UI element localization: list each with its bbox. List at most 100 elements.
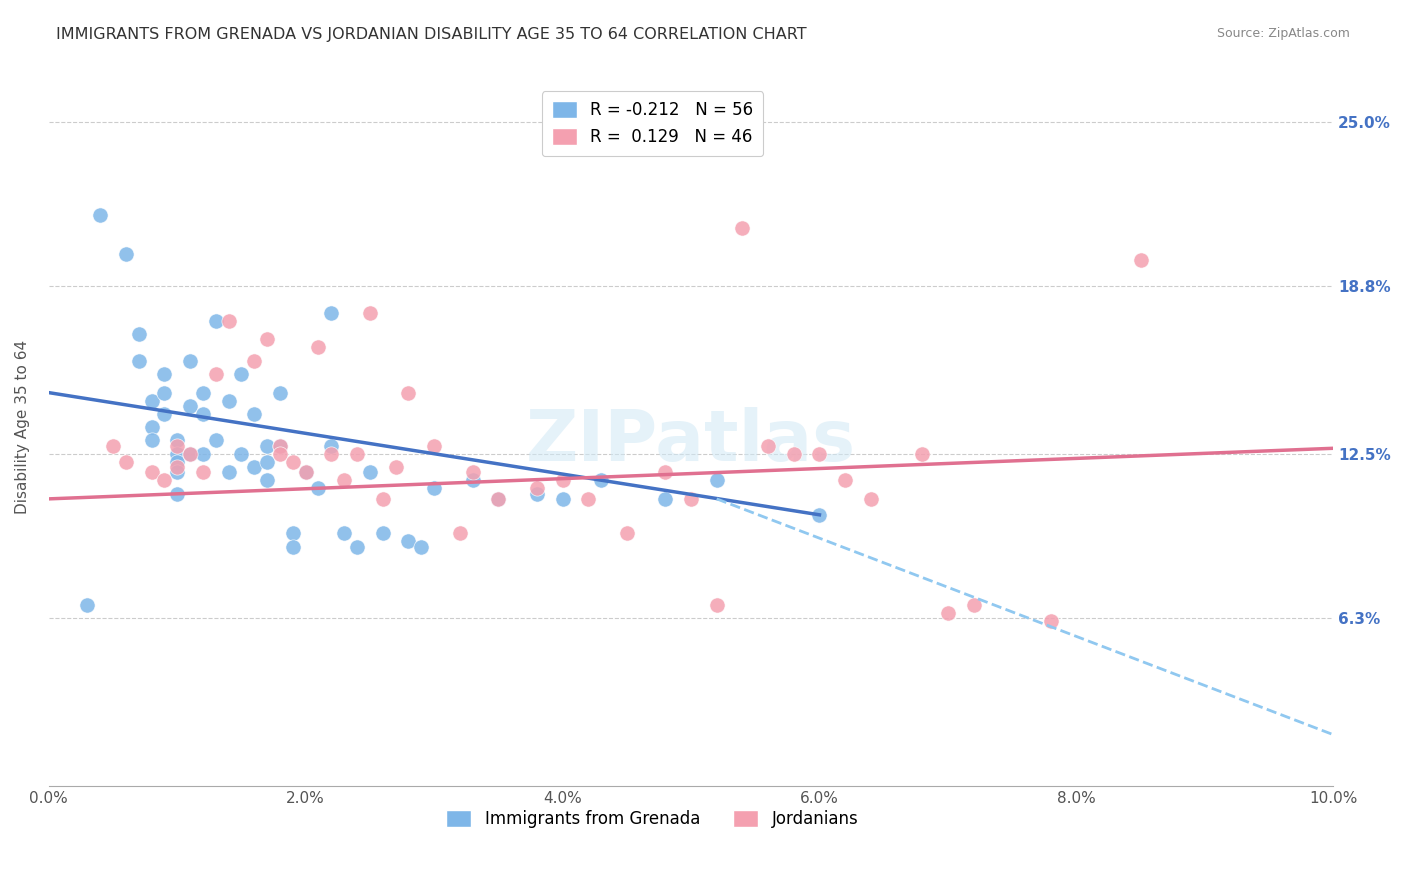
Point: [1129, 252, 1152, 267]
Point: [396, 534, 419, 549]
Point: [756, 439, 779, 453]
Point: [526, 481, 548, 495]
Point: [166, 434, 188, 448]
Point: [141, 434, 163, 448]
Point: [706, 598, 728, 612]
Point: [101, 439, 124, 453]
Text: ZIPatlas: ZIPatlas: [526, 407, 856, 476]
Point: [269, 447, 291, 461]
Point: [616, 526, 638, 541]
Point: [256, 473, 278, 487]
Point: [179, 399, 201, 413]
Point: [783, 447, 806, 461]
Point: [936, 606, 959, 620]
Point: [269, 385, 291, 400]
Point: [166, 466, 188, 480]
Point: [706, 473, 728, 487]
Point: [166, 447, 188, 461]
Point: [962, 598, 984, 612]
Point: [204, 314, 226, 328]
Point: [114, 455, 136, 469]
Point: [294, 466, 316, 480]
Point: [384, 460, 406, 475]
Point: [449, 526, 471, 541]
Point: [243, 460, 266, 475]
Point: [153, 473, 176, 487]
Point: [321, 306, 343, 320]
Point: [1039, 614, 1062, 628]
Point: [179, 353, 201, 368]
Point: [256, 439, 278, 453]
Point: [551, 491, 574, 506]
Point: [204, 434, 226, 448]
Point: [269, 439, 291, 453]
Point: [166, 486, 188, 500]
Point: [128, 327, 150, 342]
Point: [153, 367, 176, 381]
Point: [359, 306, 381, 320]
Point: [411, 540, 433, 554]
Point: [256, 455, 278, 469]
Point: [371, 526, 394, 541]
Point: [179, 447, 201, 461]
Point: [141, 466, 163, 480]
Point: [294, 466, 316, 480]
Point: [359, 466, 381, 480]
Point: [166, 455, 188, 469]
Point: [191, 407, 214, 421]
Point: [243, 407, 266, 421]
Point: [218, 466, 240, 480]
Point: [486, 491, 509, 506]
Point: [141, 420, 163, 434]
Point: [191, 466, 214, 480]
Point: [281, 526, 304, 541]
Point: [321, 439, 343, 453]
Point: [808, 447, 831, 461]
Point: [461, 466, 484, 480]
Point: [808, 508, 831, 522]
Point: [321, 447, 343, 461]
Point: [486, 491, 509, 506]
Point: [191, 385, 214, 400]
Point: [333, 526, 356, 541]
Point: [89, 208, 111, 222]
Text: Source: ZipAtlas.com: Source: ZipAtlas.com: [1216, 27, 1350, 40]
Point: [859, 491, 882, 506]
Point: [191, 447, 214, 461]
Point: [308, 341, 330, 355]
Point: [76, 598, 98, 612]
Point: [166, 460, 188, 475]
Point: [243, 353, 266, 368]
Point: [346, 540, 368, 554]
Point: [128, 353, 150, 368]
Point: [153, 385, 176, 400]
Point: [371, 491, 394, 506]
Point: [256, 333, 278, 347]
Point: [551, 473, 574, 487]
Point: [423, 481, 446, 495]
Point: [526, 486, 548, 500]
Point: [231, 367, 253, 381]
Point: [654, 491, 676, 506]
Point: [179, 447, 201, 461]
Point: [204, 367, 226, 381]
Point: [396, 385, 419, 400]
Y-axis label: Disability Age 35 to 64: Disability Age 35 to 64: [15, 340, 30, 514]
Point: [731, 221, 754, 235]
Point: [218, 314, 240, 328]
Text: IMMIGRANTS FROM GRENADA VS JORDANIAN DISABILITY AGE 35 TO 64 CORRELATION CHART: IMMIGRANTS FROM GRENADA VS JORDANIAN DIS…: [56, 27, 807, 42]
Point: [114, 247, 136, 261]
Point: [654, 466, 676, 480]
Point: [218, 393, 240, 408]
Point: [911, 447, 934, 461]
Point: [269, 439, 291, 453]
Point: [308, 481, 330, 495]
Point: [231, 447, 253, 461]
Point: [834, 473, 856, 487]
Point: [576, 491, 599, 506]
Legend: Immigrants from Grenada, Jordanians: Immigrants from Grenada, Jordanians: [440, 804, 865, 835]
Point: [333, 473, 356, 487]
Point: [166, 439, 188, 453]
Point: [591, 473, 613, 487]
Point: [281, 540, 304, 554]
